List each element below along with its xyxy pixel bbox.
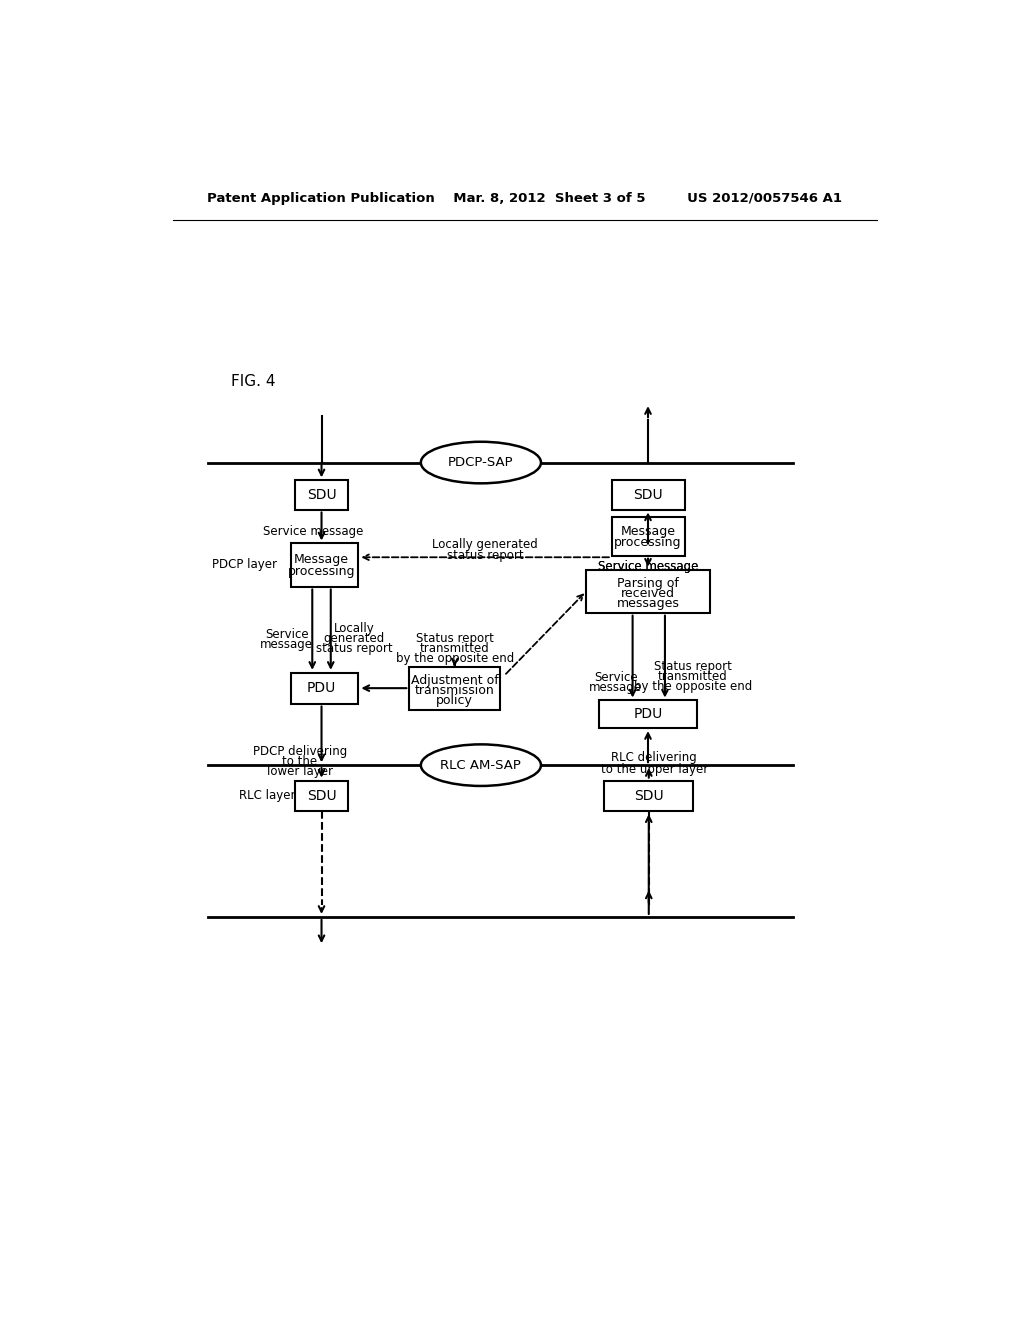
Text: Locally generated: Locally generated [432, 539, 538, 552]
FancyBboxPatch shape [291, 673, 358, 704]
FancyBboxPatch shape [295, 780, 348, 812]
FancyBboxPatch shape [291, 544, 358, 586]
Text: Message: Message [621, 524, 676, 537]
FancyBboxPatch shape [599, 701, 697, 729]
Text: Status report: Status report [416, 632, 494, 645]
Text: Parsing of: Parsing of [617, 577, 679, 590]
Text: transmission: transmission [415, 684, 495, 697]
FancyBboxPatch shape [295, 480, 348, 510]
Text: policy: policy [436, 694, 473, 708]
Text: Service message: Service message [263, 524, 364, 537]
Text: Patent Application Publication    Mar. 8, 2012  Sheet 3 of 5         US 2012/005: Patent Application Publication Mar. 8, 2… [207, 191, 843, 205]
Text: SDU: SDU [307, 789, 336, 803]
Text: Service message: Service message [598, 560, 698, 573]
FancyBboxPatch shape [410, 667, 500, 710]
Text: PDU: PDU [634, 708, 663, 721]
FancyBboxPatch shape [611, 480, 685, 510]
Text: PDU: PDU [307, 681, 336, 696]
Text: status report: status report [315, 642, 392, 655]
Text: SDU: SDU [633, 488, 663, 502]
Text: transmitted: transmitted [420, 643, 489, 656]
Text: by the opposite end: by the opposite end [395, 652, 514, 665]
Text: transmitted: transmitted [657, 671, 727, 684]
Text: SDU: SDU [634, 789, 664, 803]
Text: lower layer: lower layer [267, 764, 333, 777]
Text: Locally: Locally [334, 622, 374, 635]
Text: Service message: Service message [598, 560, 698, 573]
Text: processing: processing [614, 536, 682, 549]
Text: SDU: SDU [307, 488, 336, 502]
Text: processing: processing [288, 565, 355, 578]
Text: generated: generated [324, 631, 384, 644]
Ellipse shape [421, 744, 541, 785]
Text: PDCP-SAP: PDCP-SAP [449, 455, 514, 469]
Text: PDCP layer: PDCP layer [212, 558, 278, 572]
Text: FIG. 4: FIG. 4 [230, 374, 275, 389]
Text: Adjustment of: Adjustment of [411, 675, 499, 686]
Text: Service: Service [265, 628, 308, 640]
FancyBboxPatch shape [611, 517, 685, 556]
Text: message: message [260, 638, 313, 651]
Text: Status report: Status report [653, 660, 731, 673]
Text: to the: to the [283, 755, 317, 768]
Text: RLC layer: RLC layer [240, 789, 296, 803]
Ellipse shape [421, 442, 541, 483]
Text: message: message [589, 681, 642, 694]
Text: status report: status report [446, 549, 523, 562]
Text: RLC AM-SAP: RLC AM-SAP [440, 759, 521, 772]
Text: by the opposite end: by the opposite end [634, 680, 752, 693]
Text: RLC delivering: RLC delivering [611, 751, 697, 764]
Text: messages: messages [616, 597, 680, 610]
Text: Service: Service [594, 671, 638, 684]
Text: received: received [621, 587, 675, 601]
FancyBboxPatch shape [587, 570, 710, 612]
Text: to the upper layer: to the upper layer [600, 763, 708, 776]
Text: PDCP delivering: PDCP delivering [253, 744, 347, 758]
Text: Message: Message [294, 553, 349, 566]
FancyBboxPatch shape [604, 780, 693, 812]
